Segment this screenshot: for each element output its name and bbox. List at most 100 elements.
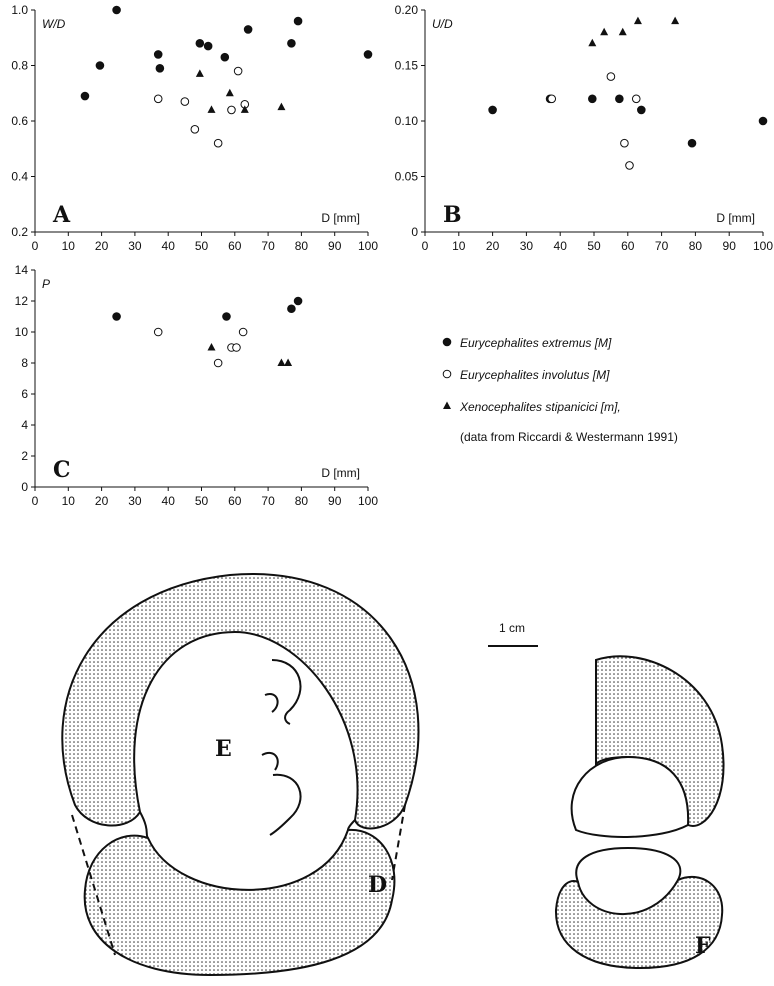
y-tick-label: 4 xyxy=(21,418,28,432)
x-tick-label: 20 xyxy=(95,494,109,508)
x-tick-label: 50 xyxy=(195,239,209,253)
x-tick-label: 40 xyxy=(162,494,176,508)
y-tick-label: 0.05 xyxy=(395,170,419,184)
y-tick-label: 0.15 xyxy=(395,59,419,73)
x-axis-label: D [mm] xyxy=(321,211,360,225)
y-tick-label: 2 xyxy=(21,449,28,463)
point xyxy=(284,359,292,367)
point xyxy=(204,42,212,50)
point xyxy=(207,343,215,351)
y-tick-label: 14 xyxy=(15,263,29,277)
legend-entry: Xenocephalites stipanicici [m], xyxy=(459,400,621,414)
point xyxy=(616,95,624,103)
shell-d-lower xyxy=(85,830,395,975)
panel-label: C xyxy=(53,457,71,483)
x-tick-label: 30 xyxy=(128,239,142,253)
x-tick-label: 100 xyxy=(358,494,378,508)
point xyxy=(632,95,640,103)
point xyxy=(96,62,104,70)
x-tick-label: 40 xyxy=(162,239,176,253)
x-axis-label: D [mm] xyxy=(716,211,755,225)
figure-label: D xyxy=(368,872,387,898)
point xyxy=(588,39,596,47)
y-tick-label: 0.10 xyxy=(395,114,419,128)
point xyxy=(228,106,236,114)
panel-label: B xyxy=(443,202,462,228)
figure: 1 cm D E F 0.20.40.60.81.001020304050607… xyxy=(0,0,774,981)
y-tick-label: 1.0 xyxy=(11,3,28,17)
point xyxy=(234,67,242,75)
y-tick-label: 0 xyxy=(411,225,418,239)
point xyxy=(294,297,302,305)
y-tick-label: 12 xyxy=(15,294,29,308)
point xyxy=(154,51,162,59)
point xyxy=(154,95,162,103)
shell-f-inner xyxy=(576,848,680,882)
x-tick-label: 100 xyxy=(753,239,773,253)
point xyxy=(548,95,556,103)
y-tick-label: 0.2 xyxy=(11,225,28,239)
point xyxy=(443,338,451,346)
point xyxy=(294,17,302,25)
x-tick-label: 70 xyxy=(261,494,275,508)
figure-label: E xyxy=(215,736,232,762)
point xyxy=(671,17,679,25)
x-tick-label: 90 xyxy=(723,239,737,253)
point xyxy=(81,92,89,100)
point xyxy=(113,313,121,321)
y-tick-label: 0.6 xyxy=(11,114,28,128)
y-tick-label: 8 xyxy=(21,356,28,370)
point xyxy=(600,28,608,36)
point xyxy=(196,40,204,48)
point xyxy=(277,103,285,111)
point xyxy=(226,89,234,97)
shell-d-upper xyxy=(62,574,418,828)
whorl-line xyxy=(140,812,355,838)
point xyxy=(191,126,199,134)
point xyxy=(181,98,189,106)
point xyxy=(638,106,646,114)
point xyxy=(214,359,222,367)
point xyxy=(221,53,229,61)
scatter-chart: 024681012140102030405060708090100PD [mm]… xyxy=(15,263,678,508)
x-tick-label: 50 xyxy=(195,494,209,508)
x-tick-label: 70 xyxy=(261,239,275,253)
point xyxy=(288,40,296,48)
x-tick-label: 40 xyxy=(554,239,568,253)
legend-entry: Eurycephalites extremus [M] xyxy=(460,336,612,350)
x-tick-label: 80 xyxy=(295,239,309,253)
point xyxy=(607,73,615,81)
y-tick-label: 10 xyxy=(15,325,29,339)
scale-label: 1 cm xyxy=(499,621,525,635)
y-tick-label: 0 xyxy=(21,480,28,494)
point xyxy=(443,402,451,410)
x-tick-label: 20 xyxy=(95,239,109,253)
shell-diagram: 1 cm D E F xyxy=(62,574,723,975)
point xyxy=(443,370,451,378)
y-tick-label: 0.4 xyxy=(11,170,28,184)
x-tick-label: 60 xyxy=(621,239,635,253)
point xyxy=(589,95,597,103)
x-tick-label: 100 xyxy=(358,239,378,253)
x-tick-label: 60 xyxy=(228,494,242,508)
x-axis-label: D [mm] xyxy=(321,466,360,480)
point xyxy=(207,105,215,113)
point xyxy=(288,305,296,313)
x-tick-label: 30 xyxy=(128,494,142,508)
point xyxy=(113,6,121,14)
x-tick-label: 0 xyxy=(32,239,39,253)
x-tick-label: 60 xyxy=(228,239,242,253)
x-tick-label: 80 xyxy=(689,239,703,253)
point xyxy=(277,359,285,367)
point xyxy=(489,106,497,114)
y-tick-label: 0.20 xyxy=(395,3,419,17)
legend-entry: Eurycephalites involutus [M] xyxy=(460,368,610,382)
point xyxy=(244,26,252,34)
point xyxy=(688,139,696,147)
x-tick-label: 50 xyxy=(587,239,601,253)
y-axis-label: W/D xyxy=(42,17,66,31)
x-tick-label: 10 xyxy=(62,239,76,253)
point xyxy=(759,117,767,125)
